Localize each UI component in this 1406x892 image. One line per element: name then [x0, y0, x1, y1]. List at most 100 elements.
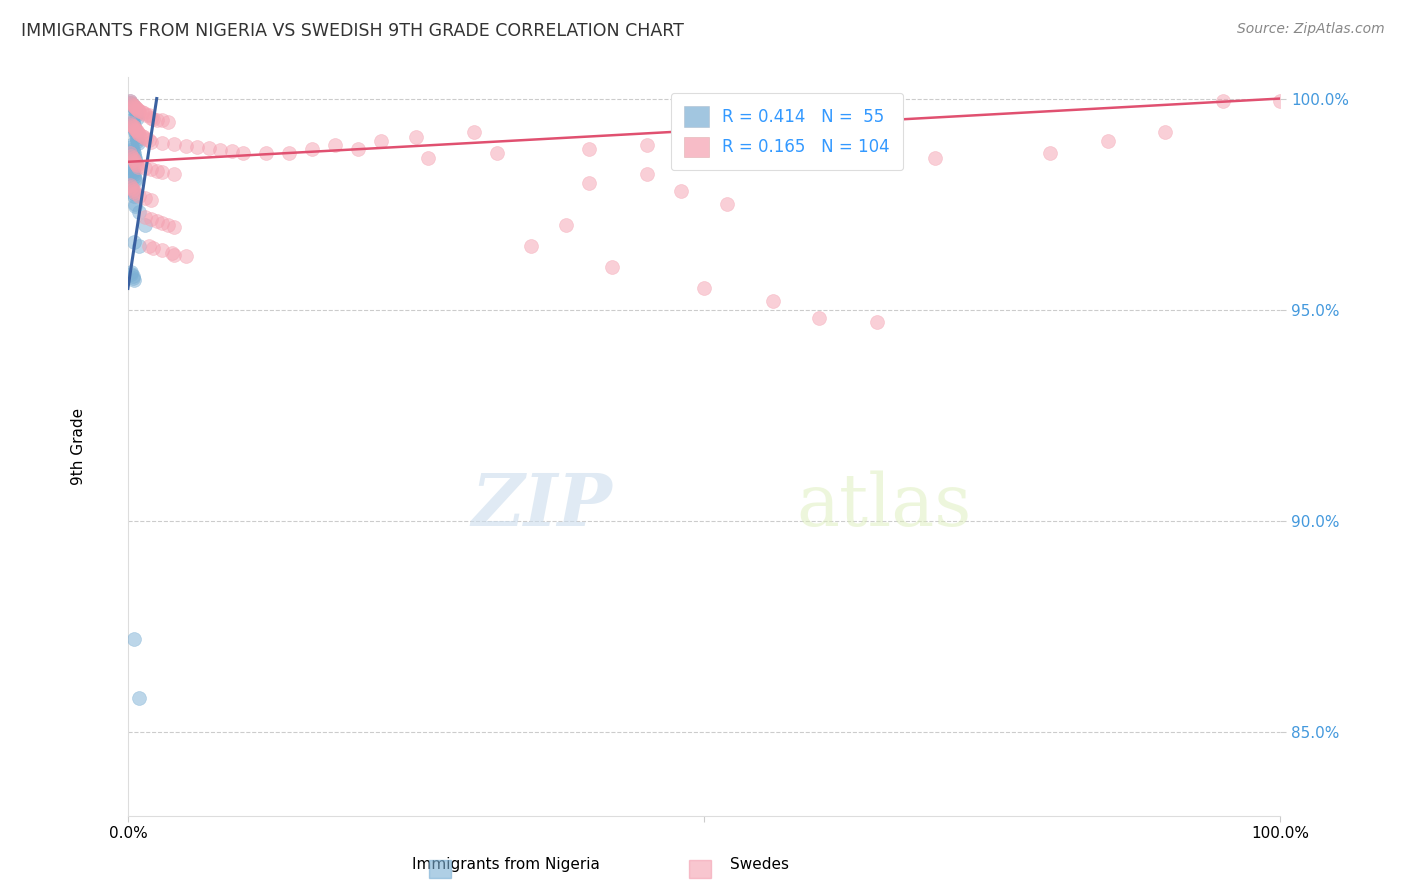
- Point: [152, 113, 174, 128]
- Point: [174, 248, 197, 262]
- Point: [122, 119, 145, 133]
- Point: [122, 168, 145, 182]
- Point: [121, 114, 143, 128]
- Point: [669, 185, 692, 199]
- Point: [1212, 94, 1234, 108]
- Point: [1154, 125, 1177, 139]
- Point: [145, 164, 167, 178]
- Point: [127, 136, 149, 150]
- Point: [636, 168, 658, 182]
- Point: [122, 148, 145, 162]
- Point: [120, 116, 142, 130]
- Point: [127, 134, 149, 148]
- Point: [924, 151, 946, 165]
- Point: [135, 107, 157, 121]
- Point: [157, 114, 180, 128]
- Point: [120, 95, 142, 110]
- Point: [139, 193, 162, 207]
- Point: [120, 94, 142, 108]
- Point: [122, 146, 145, 161]
- Point: [134, 161, 156, 176]
- Point: [120, 112, 142, 127]
- Point: [125, 129, 148, 144]
- Point: [122, 188, 145, 202]
- Point: [347, 142, 370, 156]
- Y-axis label: 9th Grade: 9th Grade: [72, 409, 86, 485]
- Point: [138, 108, 160, 122]
- Point: [600, 260, 623, 275]
- Point: [122, 273, 145, 287]
- Point: [120, 267, 142, 281]
- Point: [808, 310, 831, 325]
- Point: [134, 210, 156, 224]
- Point: [127, 126, 149, 140]
- Point: [578, 142, 600, 156]
- Point: [163, 248, 186, 262]
- Point: [121, 268, 143, 283]
- Point: [152, 136, 174, 150]
- Text: ZIP: ZIP: [471, 470, 612, 541]
- Point: [122, 185, 145, 199]
- Point: [636, 138, 658, 153]
- Point: [139, 111, 162, 125]
- Point: [127, 131, 149, 145]
- Point: [131, 105, 153, 120]
- Point: [122, 100, 145, 114]
- Point: [160, 245, 183, 260]
- Point: [125, 101, 148, 115]
- Point: [120, 161, 142, 176]
- Point: [405, 129, 427, 144]
- Point: [197, 141, 219, 155]
- Point: [120, 180, 142, 194]
- Point: [1097, 134, 1119, 148]
- Point: [139, 162, 162, 177]
- Point: [128, 690, 150, 705]
- Point: [554, 218, 576, 232]
- Point: [134, 218, 156, 232]
- Point: [122, 632, 145, 646]
- Point: [221, 145, 243, 159]
- Point: [124, 174, 146, 188]
- Point: [693, 281, 716, 295]
- Point: [138, 133, 160, 147]
- Point: [128, 205, 150, 219]
- Point: [485, 146, 508, 161]
- Point: [866, 121, 889, 136]
- Point: [120, 148, 142, 162]
- Point: [121, 186, 143, 201]
- Point: [232, 146, 254, 161]
- Point: [139, 135, 162, 149]
- Point: [762, 294, 785, 309]
- Point: [128, 128, 150, 142]
- Point: [124, 100, 146, 114]
- Point: [124, 199, 146, 213]
- Point: [120, 182, 142, 196]
- Point: [127, 111, 149, 125]
- Point: [128, 188, 150, 202]
- Legend: R = 0.414   N =  55, R = 0.165   N = 104: R = 0.414 N = 55, R = 0.165 N = 104: [671, 93, 903, 170]
- Point: [120, 118, 142, 132]
- Point: [866, 315, 889, 329]
- Point: [209, 143, 232, 157]
- Point: [121, 185, 143, 199]
- Point: [1039, 146, 1062, 161]
- Point: [163, 137, 186, 152]
- Point: [121, 163, 143, 178]
- Point: [121, 145, 143, 159]
- Point: [127, 102, 149, 116]
- Point: [808, 121, 831, 136]
- Point: [120, 95, 142, 110]
- Point: [127, 160, 149, 174]
- Point: [125, 157, 148, 171]
- Point: [716, 197, 738, 211]
- Point: [325, 138, 347, 153]
- Point: [121, 151, 143, 165]
- Point: [463, 125, 485, 139]
- Point: [125, 106, 148, 120]
- Point: [124, 153, 146, 167]
- Point: [134, 191, 156, 205]
- Point: [152, 165, 174, 179]
- Point: [121, 271, 143, 285]
- Point: [124, 104, 146, 119]
- Point: [120, 138, 142, 153]
